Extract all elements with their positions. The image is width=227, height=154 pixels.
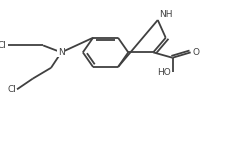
Text: Cl: Cl <box>7 85 16 94</box>
Text: O: O <box>193 48 200 57</box>
Text: HO: HO <box>157 68 171 77</box>
Text: N: N <box>58 48 65 57</box>
Text: NH: NH <box>159 10 172 19</box>
Text: Cl: Cl <box>0 41 7 50</box>
